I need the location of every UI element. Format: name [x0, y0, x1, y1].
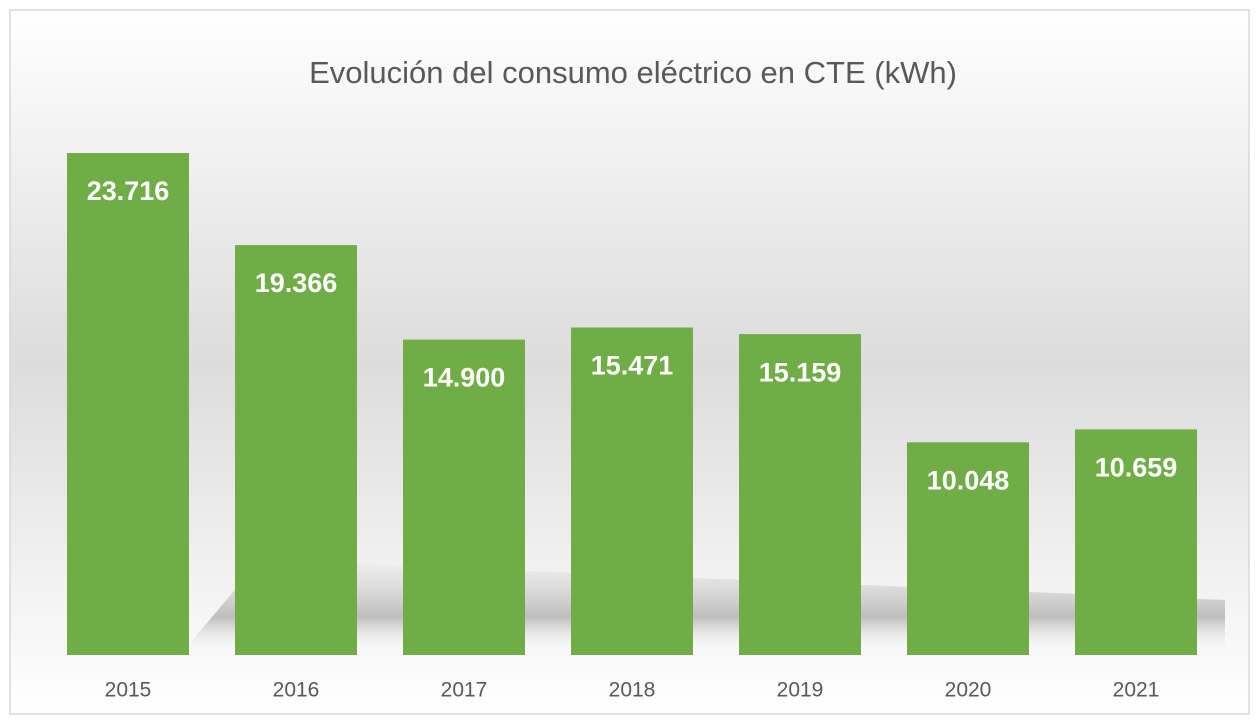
- x-tick-label: 2015: [105, 679, 152, 702]
- x-tick-label: 2019: [777, 679, 824, 702]
- data-label: 23.716: [87, 176, 170, 206]
- bar: [1075, 429, 1197, 655]
- data-label: 19.366: [255, 268, 338, 298]
- x-tick-label: 2016: [273, 679, 320, 702]
- bar: [235, 245, 357, 655]
- x-tick-label: 2021: [1113, 679, 1160, 702]
- data-label: 10.659: [1095, 453, 1178, 483]
- bar: [739, 334, 861, 655]
- data-label: 10.048: [927, 465, 1010, 495]
- chart-title: Evolución del consumo eléctrico en CTE (…: [309, 55, 957, 90]
- bar: [571, 327, 693, 655]
- bar: [403, 339, 525, 655]
- x-tick-label: 2017: [441, 679, 488, 702]
- data-label: 14.900: [423, 363, 506, 393]
- data-label: 15.159: [759, 357, 842, 387]
- bar: [67, 153, 189, 655]
- bar: [907, 442, 1029, 655]
- x-tick-label: 2020: [945, 679, 992, 702]
- data-label: 15.471: [591, 351, 674, 381]
- x-tick-label: 2018: [609, 679, 656, 702]
